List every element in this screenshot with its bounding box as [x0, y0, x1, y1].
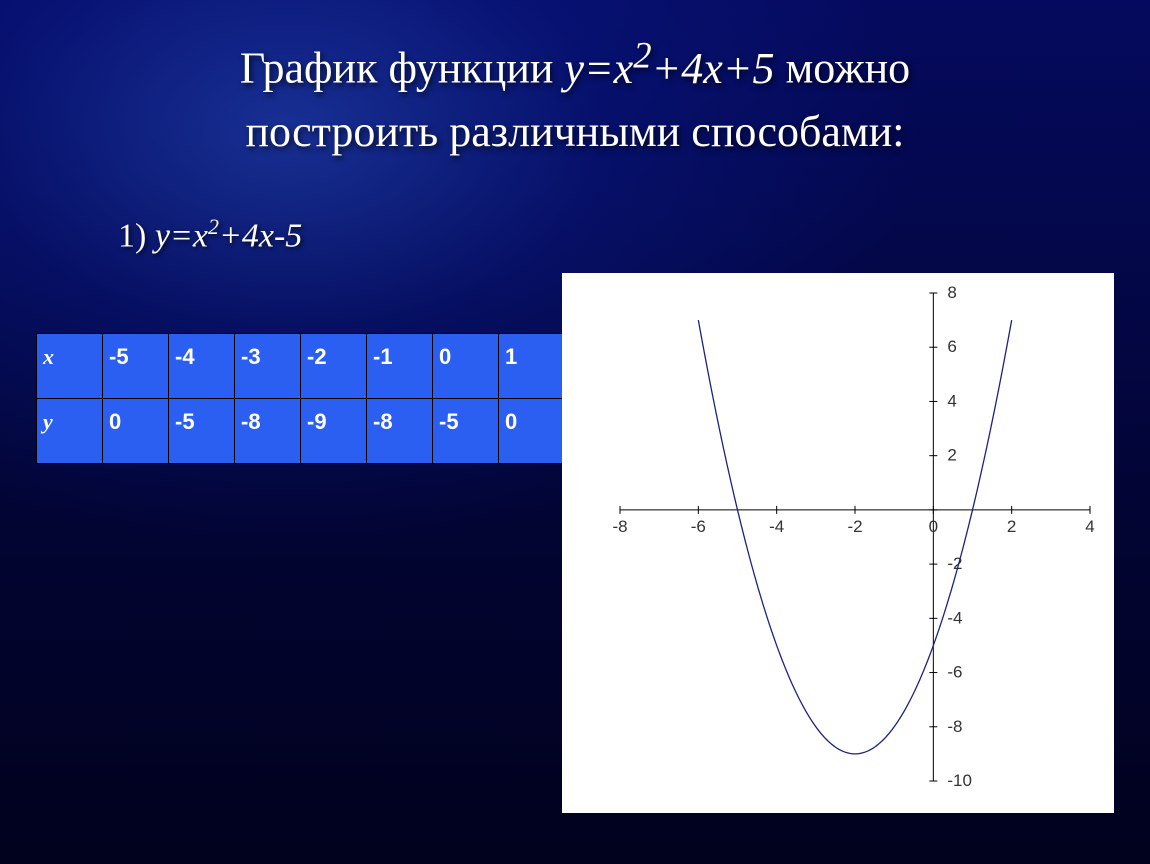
parabola-chart: -8-6-4-2024-10-8-6-4-22468: [562, 273, 1114, 813]
svg-text:4: 4: [1085, 517, 1094, 536]
table-cell: 0: [499, 399, 565, 464]
svg-text:8: 8: [947, 283, 956, 302]
table-cell: -1: [367, 334, 433, 399]
table-cell: -9: [301, 399, 367, 464]
svg-text:-6: -6: [691, 517, 706, 536]
table-cell: -5: [169, 399, 235, 464]
equation-subhead: 1) y=x2+4x-5: [118, 214, 302, 255]
value-table: x -5 -4 -3 -2 -1 0 1 y 0 -5 -8 -9 -8 -5 …: [36, 333, 565, 464]
svg-text:-10: -10: [947, 771, 972, 790]
table-row: y 0 -5 -8 -9 -8 -5 0: [37, 399, 565, 464]
table-header-y: y: [37, 399, 103, 464]
table-cell: 0: [103, 399, 169, 464]
table-cell: -8: [235, 399, 301, 464]
slide-title: График функции y=x2+4x+5 можнопостроить …: [0, 28, 1150, 164]
chart-svg: -8-6-4-2024-10-8-6-4-22468: [562, 273, 1114, 813]
table-cell: -5: [103, 334, 169, 399]
table-cell: -8: [367, 399, 433, 464]
svg-text:-2: -2: [847, 517, 862, 536]
table-cell: 1: [499, 334, 565, 399]
svg-text:-4: -4: [769, 517, 784, 536]
svg-text:4: 4: [947, 391, 956, 410]
table-cell: -5: [433, 399, 499, 464]
svg-text:2: 2: [1007, 517, 1016, 536]
table-cell: -4: [169, 334, 235, 399]
svg-text:6: 6: [947, 337, 956, 356]
table-cell: -2: [301, 334, 367, 399]
svg-text:2: 2: [947, 446, 956, 465]
table-header-x: x: [37, 334, 103, 399]
table-row: x -5 -4 -3 -2 -1 0 1: [37, 334, 565, 399]
table-cell: 0: [433, 334, 499, 399]
svg-text:0: 0: [929, 517, 938, 536]
svg-text:-8: -8: [947, 717, 962, 736]
svg-text:-8: -8: [612, 517, 627, 536]
svg-text:-4: -4: [947, 608, 962, 627]
table-cell: -3: [235, 334, 301, 399]
svg-text:-6: -6: [947, 663, 962, 682]
